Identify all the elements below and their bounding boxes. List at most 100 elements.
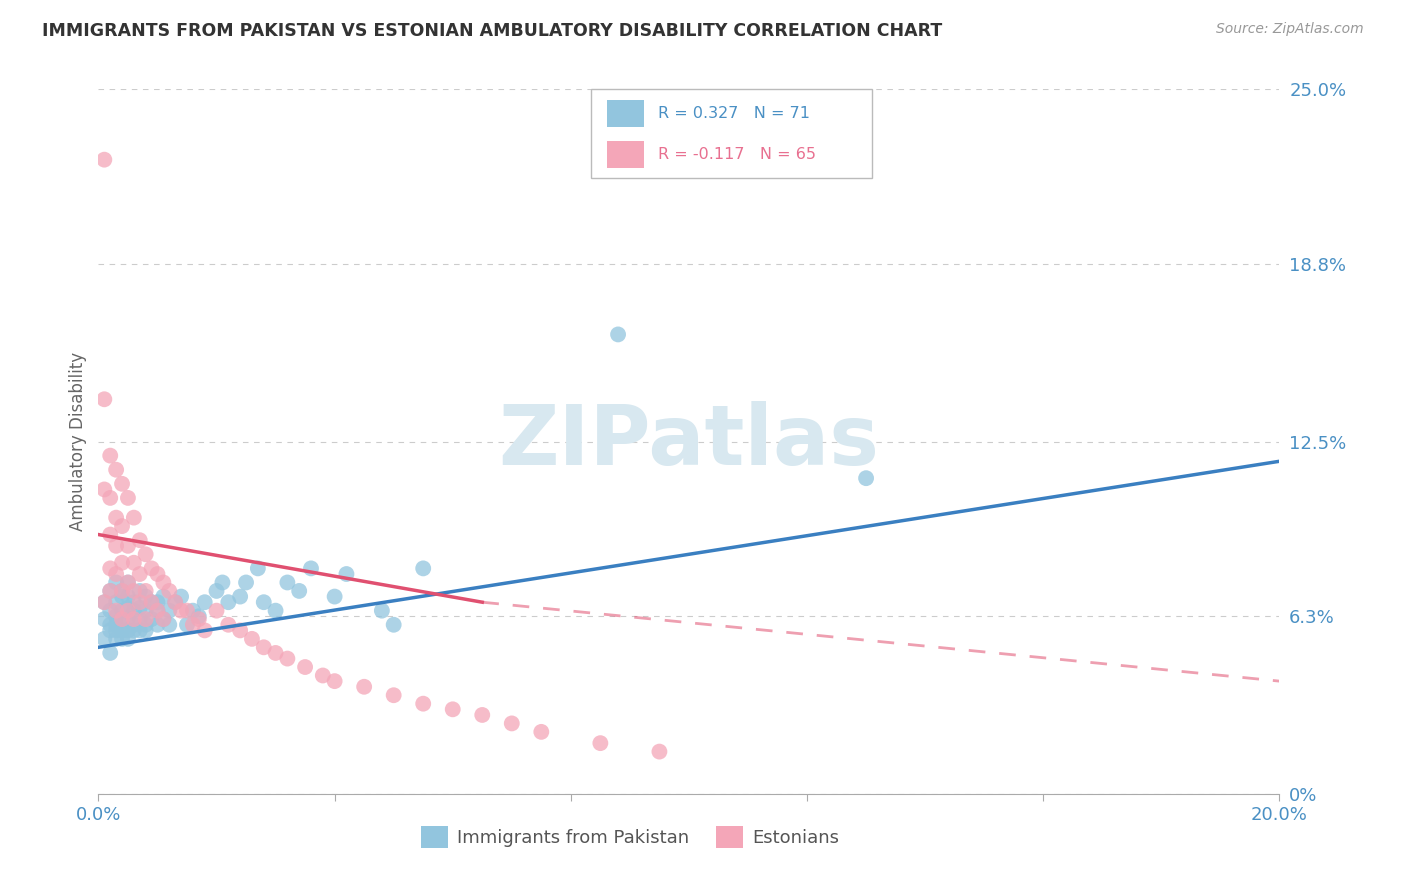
Point [353,680,375,694]
FancyBboxPatch shape [607,141,644,168]
FancyBboxPatch shape [591,89,872,178]
Point [98,624,121,638]
Point [240,632,263,646]
Point [157,583,180,598]
Point [135,604,157,618]
Point [122,556,145,570]
Point [299,561,322,575]
Point [93,392,115,407]
Point [211,575,233,590]
Point [194,624,217,638]
Text: ZIPatlas: ZIPatlas [499,401,879,482]
Point [146,595,169,609]
Point [117,539,139,553]
Point [98,583,121,598]
Point [141,612,163,626]
Point [128,567,150,582]
Point [205,583,228,598]
Point [93,153,115,167]
Point [93,595,115,609]
Point [98,617,121,632]
Point [589,736,612,750]
Point [105,575,128,590]
Point [165,595,187,609]
Point [323,590,346,604]
Point [105,567,128,582]
Point [105,510,128,524]
Point [111,617,134,632]
Point [98,491,121,505]
Point [146,604,169,618]
Point [117,575,139,590]
Point [105,539,128,553]
Point [93,632,115,646]
Point [135,583,157,598]
Point [170,604,193,618]
Point [312,668,335,682]
Point [141,561,163,575]
Point [176,604,198,618]
Point [93,612,115,626]
Point [371,604,394,618]
Point [152,590,174,604]
Point [471,708,494,723]
Point [152,612,174,626]
Point [855,471,877,485]
Point [253,595,276,609]
Point [128,533,150,548]
Point [264,604,287,618]
Point [117,612,139,626]
Point [412,697,434,711]
Point [235,575,257,590]
Point [323,674,346,689]
Point [111,590,134,604]
Point [141,595,163,609]
Point [135,624,157,638]
Point [194,595,217,609]
Point [111,604,134,618]
Point [288,583,311,598]
Point [128,612,150,626]
Point [98,604,121,618]
Y-axis label: Ambulatory Disability: Ambulatory Disability [69,352,87,531]
Point [105,632,128,646]
Point [117,600,139,615]
Point [205,604,228,618]
Point [111,519,134,533]
Point [128,595,150,609]
Point [135,617,157,632]
Point [117,491,139,505]
Point [105,609,128,624]
Point [105,617,128,632]
Point [128,583,150,598]
Point [165,595,187,609]
Point [122,583,145,598]
Point [111,476,134,491]
Point [105,463,128,477]
Point [152,612,174,626]
Point [141,595,163,609]
Point [105,604,128,618]
Text: R = -0.117   N = 65: R = -0.117 N = 65 [658,147,815,161]
Point [276,575,298,590]
Point [181,617,204,632]
Point [98,527,121,541]
Point [135,612,157,626]
Point [253,640,276,655]
Point [117,590,139,604]
Point [111,624,134,638]
Point [187,612,209,626]
Point [187,609,209,624]
Point [157,617,180,632]
Point [382,688,405,702]
Point [157,604,180,618]
Point [111,583,134,598]
Point [146,617,169,632]
Point [146,604,169,618]
Point [176,617,198,632]
Point [111,612,134,626]
Point [170,590,193,604]
Point [122,612,145,626]
Point [128,600,150,615]
Point [229,590,252,604]
